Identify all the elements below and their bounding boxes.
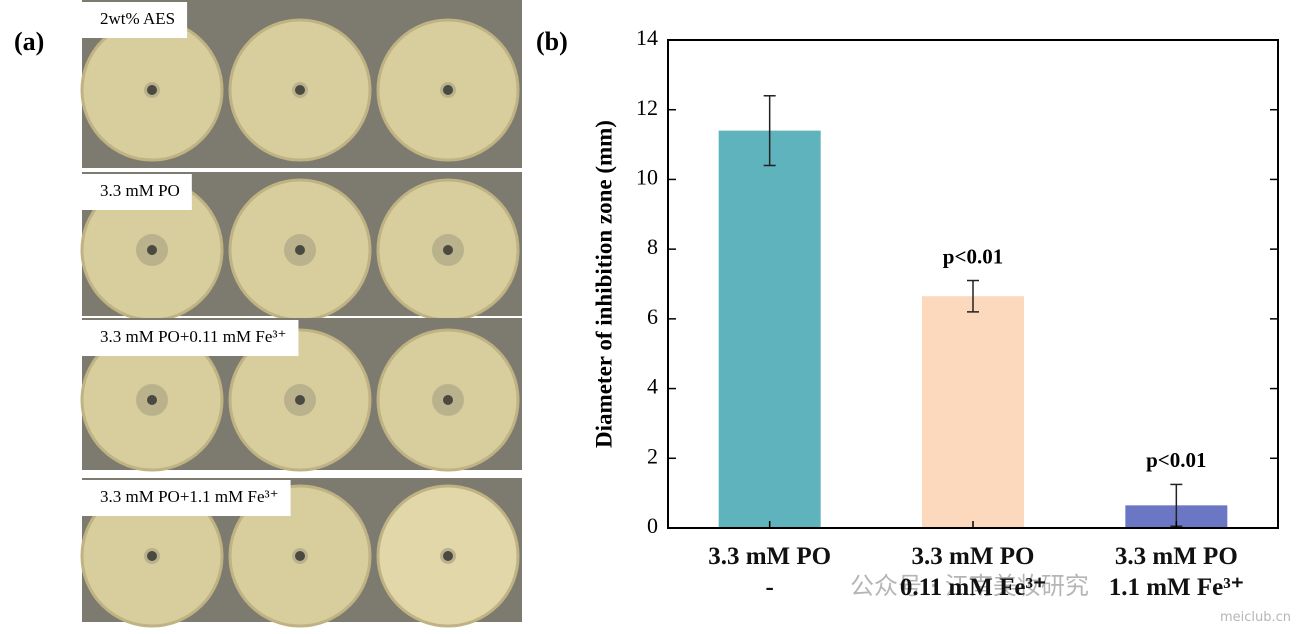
panel-label: (a) [14, 27, 44, 56]
row-label: 2wt% AES [100, 9, 175, 28]
label-box [82, 320, 299, 356]
y-tick-label: 12 [636, 95, 658, 120]
disc [443, 395, 453, 405]
disc [295, 85, 305, 95]
disc [443, 85, 453, 95]
disc [147, 85, 157, 95]
disc [443, 245, 453, 255]
disc [147, 245, 157, 255]
row-label: 3.3 mM PO+1.1 mM Fe³⁺ [100, 487, 279, 506]
panel-label: (b) [536, 27, 568, 56]
disc [147, 551, 157, 561]
disc [147, 395, 157, 405]
y-tick-label: 6 [647, 304, 658, 329]
watermark: 公众号 · 江南美妆研究 [850, 572, 1089, 600]
x-tick-label: 3.3 mM PO - [708, 543, 832, 601]
x-tick-label: 3.3 mM PO 0.11 mM Fe³⁺ [899, 543, 1047, 601]
y-axis-label: Diameter of inhibition zone (mm) [591, 120, 616, 448]
y-tick-label: 14 [636, 25, 658, 50]
significance-label: p<0.01 [943, 244, 1003, 268]
label-box [82, 480, 291, 516]
plot-frame [667, 39, 1279, 529]
bar [922, 296, 1024, 528]
watermark-site: meiclub.cn [1220, 610, 1292, 625]
y-tick-label: 0 [647, 513, 658, 538]
y-tick-label: 2 [647, 443, 658, 468]
row-label: 3.3 mM PO+0.11 mM Fe³⁺ [100, 327, 286, 346]
y-tick-label: 4 [647, 374, 658, 399]
disc [443, 551, 453, 561]
significance-label: p<0.01 [1146, 448, 1206, 472]
y-tick-label: 8 [647, 234, 658, 259]
disc [295, 551, 305, 561]
disc [295, 395, 305, 405]
label-box [82, 2, 188, 38]
x-tick-label: 3.3 mM PO 1.1 mM Fe³⁺ [1108, 543, 1244, 601]
label-box [82, 174, 192, 210]
bar [718, 130, 821, 528]
y-tick-label: 10 [636, 164, 658, 189]
row-label: 3.3 mM PO [100, 181, 180, 200]
disc [295, 245, 305, 255]
